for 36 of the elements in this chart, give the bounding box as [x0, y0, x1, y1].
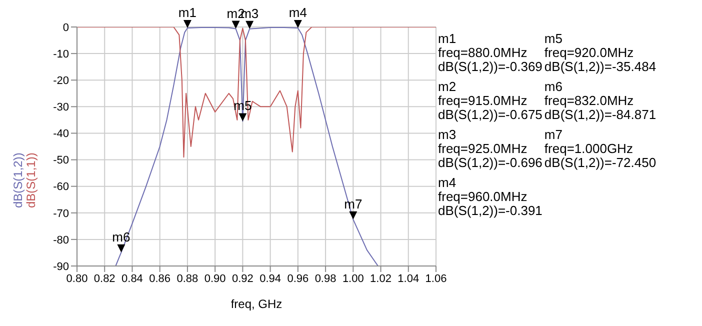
text: dB(S(1,1)) — [24, 152, 38, 208]
x-tick-label: 0.96 — [287, 272, 309, 285]
y-tick-label: -30 — [53, 102, 69, 114]
x-tick-label: 0.98 — [314, 272, 336, 285]
y-tick-label: -70 — [53, 208, 69, 220]
text: m4 freq=960.0MHz dB(S(1,2))=-0.391 — [438, 175, 542, 218]
x-tick-label: 0.82 — [94, 272, 116, 285]
x-tick-label: 1.02 — [370, 272, 392, 285]
text: dB(S(1,2)) — [11, 152, 25, 208]
x-tick-label: 0.80 — [66, 272, 88, 285]
text: m5 freq=920.0MHz dB(S(1,2))=-35.484 — [544, 31, 656, 74]
text: m1 freq=880.0MHz dB(S(1,2))=-0.369 — [438, 31, 542, 74]
annotation: m1 — [178, 4, 196, 20]
text: m2 freq=915.0MHz dB(S(1,2))=-0.675 — [438, 79, 542, 122]
x-tick-label: 1.04 — [398, 272, 420, 285]
x-tick-label: 0.90 — [204, 272, 226, 285]
y-tick-label: -60 — [53, 181, 69, 194]
x-tick-label: 0.88 — [176, 272, 198, 285]
x-tick-label: 1.06 — [425, 272, 447, 285]
text: m6 freq=832.0MHz dB(S(1,2))=-84.871 — [544, 79, 656, 122]
y-tick-label: 0 — [62, 22, 69, 34]
text: m7 freq=1.000GHz dB(S(1,2))=-72.450 — [544, 127, 656, 170]
y-tick-label: -80 — [53, 234, 69, 246]
x-tick-label: 0.86 — [149, 272, 171, 285]
x-tick-label: 0.94 — [260, 272, 282, 285]
x-tick-label: 1.00 — [342, 272, 364, 285]
y-tick-label: -50 — [53, 154, 69, 167]
y-tick-label: -40 — [53, 128, 69, 140]
y-tick-label: -90 — [53, 260, 69, 273]
x-axis-title: freq, GHz — [230, 297, 282, 311]
x-tick-label: 0.92 — [232, 272, 254, 285]
y-tick-label: -10 — [53, 48, 69, 60]
annotation: m4 — [288, 5, 307, 20]
x-tick-label: 0.84 — [122, 272, 143, 285]
text: m3 freq=925.0MHz dB(S(1,2))=-0.696 — [438, 127, 542, 170]
y-tick-label: -20 — [53, 75, 69, 88]
